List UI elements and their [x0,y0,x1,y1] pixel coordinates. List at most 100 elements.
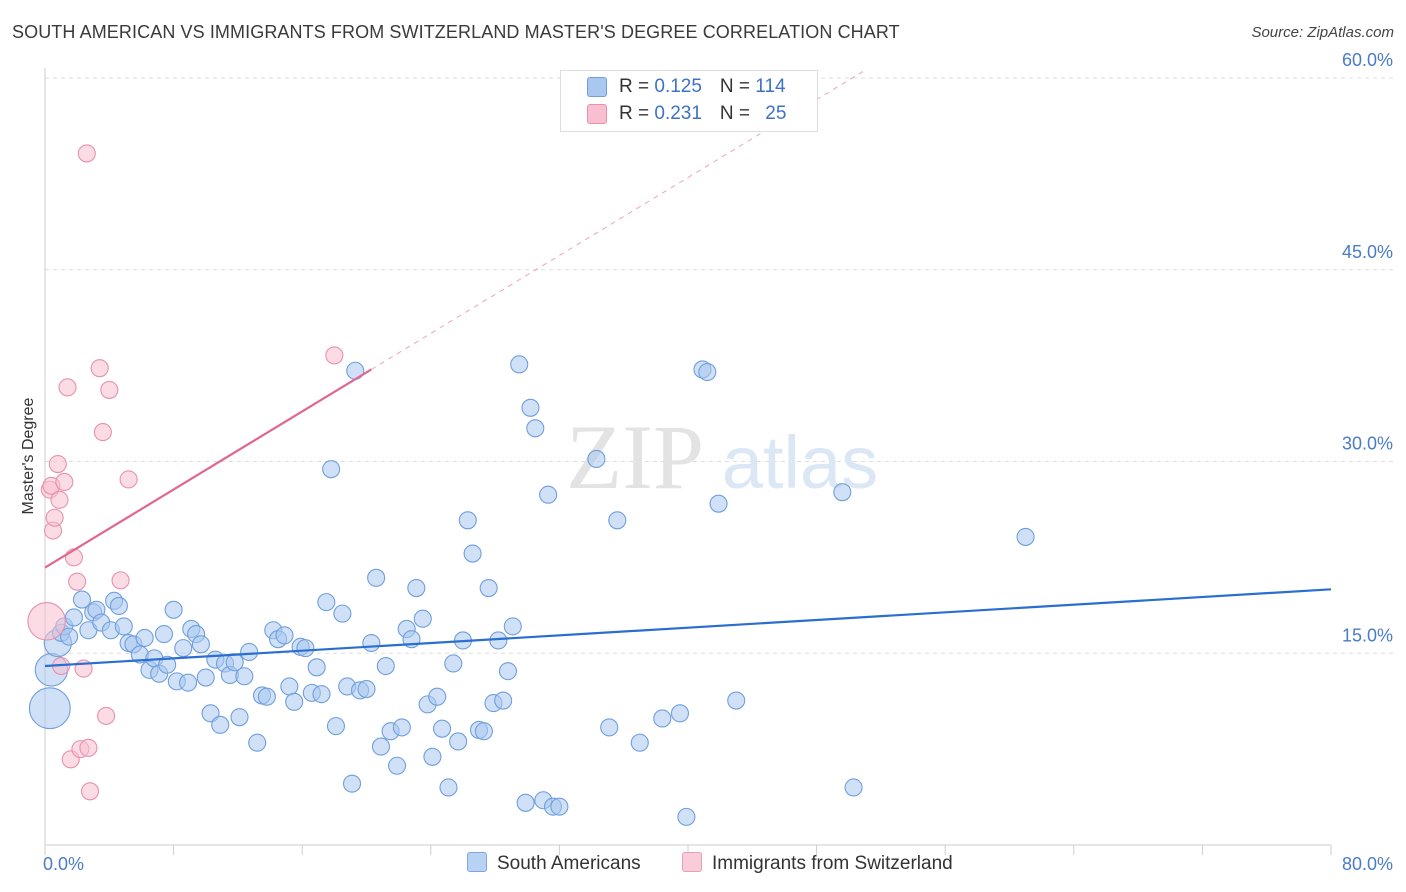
south-american-point [174,639,193,658]
switzerland-point [64,548,83,567]
y-tick-label: 30.0% [1342,434,1393,454]
south-american-point [296,639,315,658]
south-american-point [444,654,463,673]
south-american-point [727,691,746,710]
switzerland-point [27,602,66,641]
south-american-point [230,708,249,727]
bottom-legend-south-americans: South Americans [467,852,641,875]
south-american-point [280,677,299,696]
south-american-point [28,687,71,730]
south-american-point [196,668,215,687]
chart-title: SOUTH AMERICAN VS IMMIGRANTS FROM SWITZE… [12,22,900,42]
bottom-legend-label-south-americans: South Americans [497,853,641,874]
x-tick-label: 0.0% [43,854,84,874]
y-axis-label: Master's Degree [20,397,37,514]
south-american-point [844,778,863,797]
south-american-point [307,658,326,677]
watermark-atlas: atlas [722,421,878,504]
switzerland-trend-line [44,368,372,569]
south-american-point [158,655,177,674]
legend-n-value: 25 [765,103,787,124]
south-american-point [1016,527,1035,546]
legend-r-value: 0.125 [654,76,702,97]
south-american-point [630,733,649,752]
grid-layer [45,77,1395,654]
south-american-point [72,590,92,609]
bottom-legend-swatch-south-americans [467,852,487,872]
switzerland-point [68,572,87,591]
south-american-point [367,568,386,587]
legend-swatch-south-americans [587,77,607,97]
south-american-point [60,627,79,646]
legend-swatch-switzerland [587,104,607,124]
south-american-point [539,485,558,504]
trend-layer [44,71,1332,668]
south-american-point [179,673,198,692]
south-american-point [503,617,522,636]
switzerland-point [325,346,344,365]
south-american-point [833,483,852,502]
legend-n-label: N = [719,76,756,97]
south-american-point [433,719,452,738]
south-american-point [653,709,672,728]
switzerland-point [55,472,74,492]
south-american-point [376,656,395,676]
south-american-point [526,419,545,438]
south-american-point [191,635,210,654]
south-american-point [64,608,83,627]
south-american-point [275,626,294,645]
south-american-point [326,717,346,736]
south-american-point [458,511,477,530]
south-american-point [498,662,518,681]
bottom-legend-switzerland: Immigrants from Switzerland [682,852,953,875]
south-american-point [135,628,154,647]
south-american-point [285,692,304,711]
south-american-point [164,600,183,619]
x-tick-label: 80.0% [1342,854,1393,874]
south-american-point [698,362,717,382]
south-american-point [407,579,426,598]
south-american-point [670,704,690,723]
south-american-point [521,398,540,417]
south-american-point [109,596,128,616]
chart-source: Source: ZipAtlas.com [1251,24,1394,41]
legend-n-label: N = [719,103,756,124]
south-american-point [516,793,535,812]
south-american-point [510,355,529,374]
south-american-point [550,797,569,816]
south-american-point [154,625,174,644]
south-american-point [387,756,407,775]
legend-r-value: 0.231 [654,103,702,124]
south-american-point [392,718,411,737]
south-american-point [312,685,331,704]
south-american-point [608,511,627,530]
bottom-legend-swatch-switzerland [682,852,702,872]
switzerland-point [77,144,96,163]
south-american-point [494,691,513,710]
south-american-point [248,733,267,752]
south-american-point [114,617,133,636]
south-american-point [439,778,458,797]
south-american-point [423,747,442,766]
south-americans-trend-line [44,588,1332,668]
south-american-point [357,679,376,699]
south-american-point [317,593,336,612]
south-american-point [479,579,498,598]
switzerland-point [58,378,77,397]
bottom-legend-label-switzerland: Immigrants from Switzerland [712,853,953,874]
switzerland-point [50,490,69,509]
south-american-point [600,718,619,737]
switzerland-point [90,359,109,378]
switzerland-point [48,455,67,474]
south-american-point [677,807,696,826]
legend-n-value: 114 [755,76,786,97]
south-american-point [413,609,432,628]
south-american-point [322,460,341,479]
legend-r-label: R = [619,103,655,124]
legend: R = 0.125 N = 114 R = 0.231 N = 25 [560,70,818,132]
y-tick-label: 45.0% [1342,242,1393,262]
south-american-point [235,667,254,686]
switzerland-point [79,738,98,757]
south-american-point [342,774,362,793]
